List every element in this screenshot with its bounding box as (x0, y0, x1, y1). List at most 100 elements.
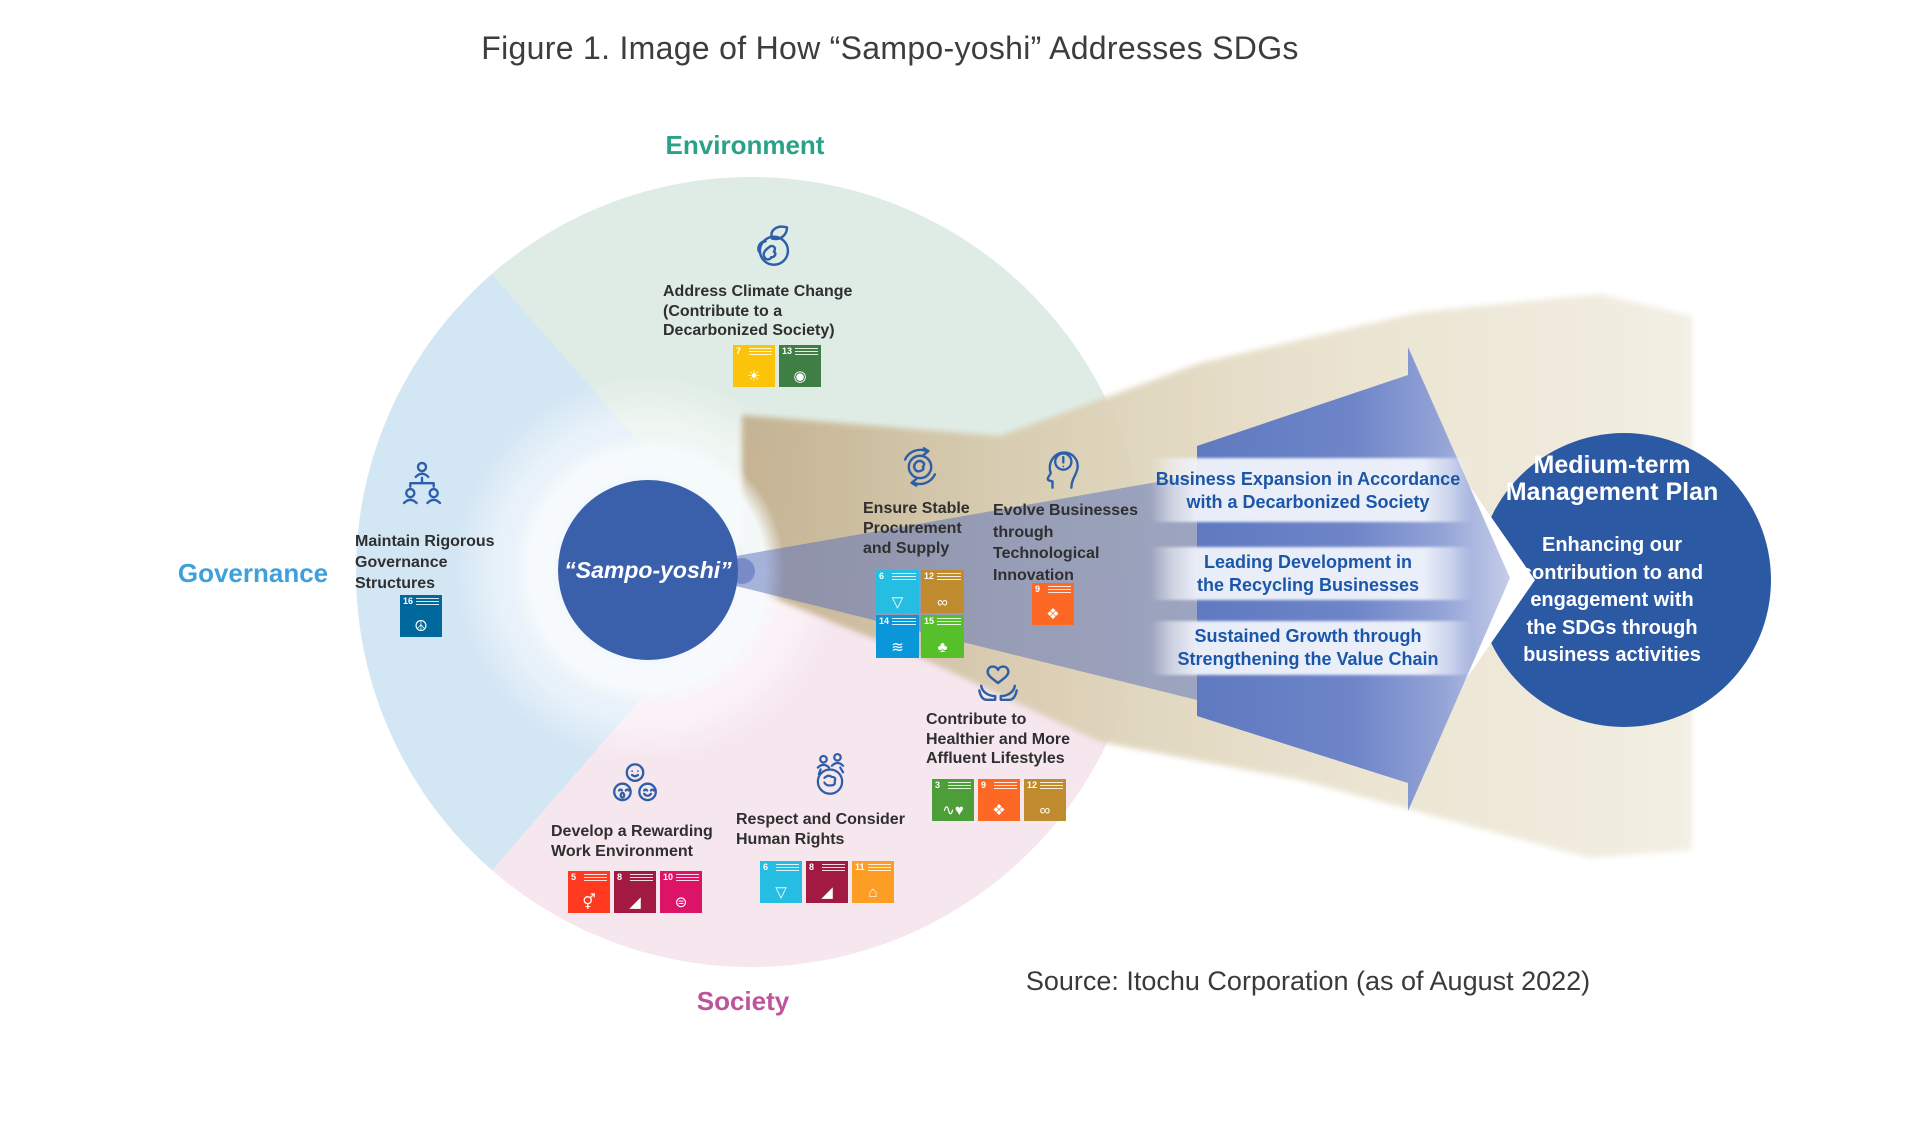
earth-leaf-icon (745, 219, 801, 275)
procurement-item-text: Ensure Stable Procurement and Supply (863, 500, 970, 557)
three-smileys-icon (606, 760, 664, 818)
lifestyles-item-text: Contribute to Healthier and More Affluen… (926, 711, 1071, 767)
sdg-badge-5-gender-equality: 5 ⚥ (568, 871, 610, 913)
sdg-number: 3 (935, 780, 941, 790)
center-to-arrow-wedge (736, 475, 1197, 700)
sdg-number: 6 (879, 571, 885, 581)
sdg-badge-13-climate-action: 13 ◉ (779, 345, 821, 387)
sdg-micro-title (868, 864, 891, 872)
segment-label-governance: Governance (177, 558, 329, 588)
sdg-badge-14-life-below-water: 14 ≋ (876, 615, 919, 658)
head-idea-icon (1030, 440, 1084, 494)
rewarding-item-text: Develop a Rewarding Work Environment (551, 823, 713, 860)
plan-text: Medium-term Management Plan Enhancing our… (1482, 452, 1742, 670)
sdg-number: 5 (571, 872, 577, 882)
growth-chart-icon: ◢ (821, 884, 833, 901)
sdg-micro-title (1048, 586, 1071, 594)
building-blocks-icon: ❖ (992, 802, 1006, 819)
sdg-micro-title (676, 874, 699, 882)
evolve-item-text: Evolve Businesses through Technological … (993, 502, 1138, 584)
sdg-micro-title (937, 573, 961, 581)
arrow-bar-3-text: Sustained Growth through Strengthening th… (1177, 626, 1439, 669)
arrow-bar-1-text: Business Expansion in Accordance with a D… (1155, 469, 1461, 512)
sdg-micro-title (416, 598, 439, 606)
water-glass-icon: ▽ (891, 594, 904, 611)
infinity-loop-icon: ∞ (937, 594, 948, 611)
sdg-micro-title (584, 874, 607, 882)
gender-symbol-icon: ⚥ (582, 894, 596, 911)
eye-icon: ◉ (793, 368, 807, 385)
sdg-badge-16-peace-justice: 16 ☮ (400, 595, 442, 637)
equality-arrows-icon: ⊜ (674, 894, 688, 911)
sdg-micro-title (994, 782, 1017, 790)
sdg-badge-8-decent-work: 8 ◢ (614, 871, 656, 913)
lifestyles-sdg-badges: 3 ∿♥ 9 ❖ 12 ∞ (932, 779, 1066, 821)
figure-title: Figure 1. Image of How “Sampo-yoshi” Add… (481, 30, 1299, 66)
rights-item-text: Respect and Consider Human Rights (736, 811, 905, 848)
sdg-badge-9-industry-innovation: 9 ❖ (978, 779, 1020, 821)
sdg-micro-title (892, 618, 916, 626)
sdg-badge-11-sustainable-cities: 11 ⌂ (852, 861, 894, 903)
segment-label-society: Society (696, 986, 790, 1016)
tree-icon: ♣ (937, 639, 948, 656)
sdg-number: 11 (855, 862, 865, 872)
plan-body: Enhancing our contribution to and engage… (1520, 534, 1704, 666)
infinity-loop-icon: ∞ (1039, 802, 1051, 819)
procurement-sdg-badges: 6 ▽ 12 ∞ 14 ≋ 15 ♣ (876, 570, 964, 658)
sdg-micro-title (776, 864, 799, 872)
sdg-micro-title (948, 782, 971, 790)
sdg-badge-12-responsible-consumption: 12 ∞ (921, 570, 964, 613)
growth-chart-icon: ◢ (629, 894, 641, 911)
arrow-bar-2-text: Leading Development in the Recycling Busi… (1196, 552, 1420, 595)
building-blocks-icon: ❖ (1046, 606, 1060, 623)
globe-recycle-icon (892, 438, 948, 494)
sdg-micro-title (1040, 782, 1063, 790)
sdg-micro-title (892, 573, 916, 581)
sdg-badge-6-clean-water: 6 ▽ (760, 861, 802, 903)
water-glass-icon: ▽ (775, 884, 787, 901)
evolve-sdg-badges: 9 ❖ (1032, 583, 1074, 625)
rewarding-sdg-badges: 5 ⚥ 8 ◢ 10 ⊜ (568, 871, 702, 913)
sdg-number: 13 (782, 346, 793, 356)
sdg-badge-3-good-health: 3 ∿♥ (932, 779, 974, 821)
sun-icon: ☀ (747, 368, 761, 385)
sdg-number: 9 (1035, 584, 1041, 594)
sdg-badge-7-affordable-clean-energy: 7 ☀ (733, 345, 775, 387)
sampo-yoshi-circle (558, 480, 738, 660)
sdg-number: 10 (663, 872, 674, 882)
climate-sdg-badges: 7 ☀ 13 ◉ (733, 345, 821, 387)
governance-item-text: Maintain Rigorous Governance Structures (355, 533, 495, 592)
sdg-number: 16 (403, 596, 414, 606)
sdg-number: 8 (809, 862, 815, 872)
sdg-number: 15 (924, 616, 935, 626)
sdg-number: 9 (981, 780, 987, 790)
sdg-badge-6-clean-water: 6 ▽ (876, 570, 919, 613)
sdg-badge-10-reduced-inequalities: 10 ⊜ (660, 871, 702, 913)
dove-icon: ☮ (414, 618, 428, 635)
sdg-micro-title (749, 348, 772, 356)
climate-item-text: Address Climate Change (Contribute to a … (663, 283, 853, 339)
sdg-number: 14 (879, 616, 890, 626)
source-note: Source: Itochu Corporation (as of August… (1025, 966, 1591, 996)
globe-people-icon (802, 748, 858, 804)
sdg-number: 12 (1027, 780, 1038, 790)
hands-heart-icon (970, 655, 1026, 711)
arrow-band-3 (1150, 621, 1472, 675)
sdg-micro-title (937, 618, 961, 626)
sdg-number: 6 (763, 862, 769, 872)
governance-sdg-badges: 16 ☮ (400, 595, 442, 637)
arrow-band-2 (1150, 547, 1472, 600)
sdg-micro-title (822, 864, 845, 872)
sdg-badge-8-decent-work: 8 ◢ (806, 861, 848, 903)
sdg-number: 12 (924, 571, 935, 581)
sdg-number: 7 (736, 346, 742, 356)
sampo-yoshi-label: “Sampo-yoshi” (564, 556, 732, 583)
sdg-number: 8 (617, 872, 623, 882)
sdg-badge-15-life-on-land: 15 ♣ (921, 615, 964, 658)
heartbeat-icon: ∿♥ (942, 802, 964, 819)
buildings-icon: ⌂ (868, 884, 878, 901)
rights-sdg-badges: 6 ▽ 8 ◢ 11 ⌂ (760, 861, 894, 903)
sdg-badge-12-responsible-consumption: 12 ∞ (1024, 779, 1066, 821)
